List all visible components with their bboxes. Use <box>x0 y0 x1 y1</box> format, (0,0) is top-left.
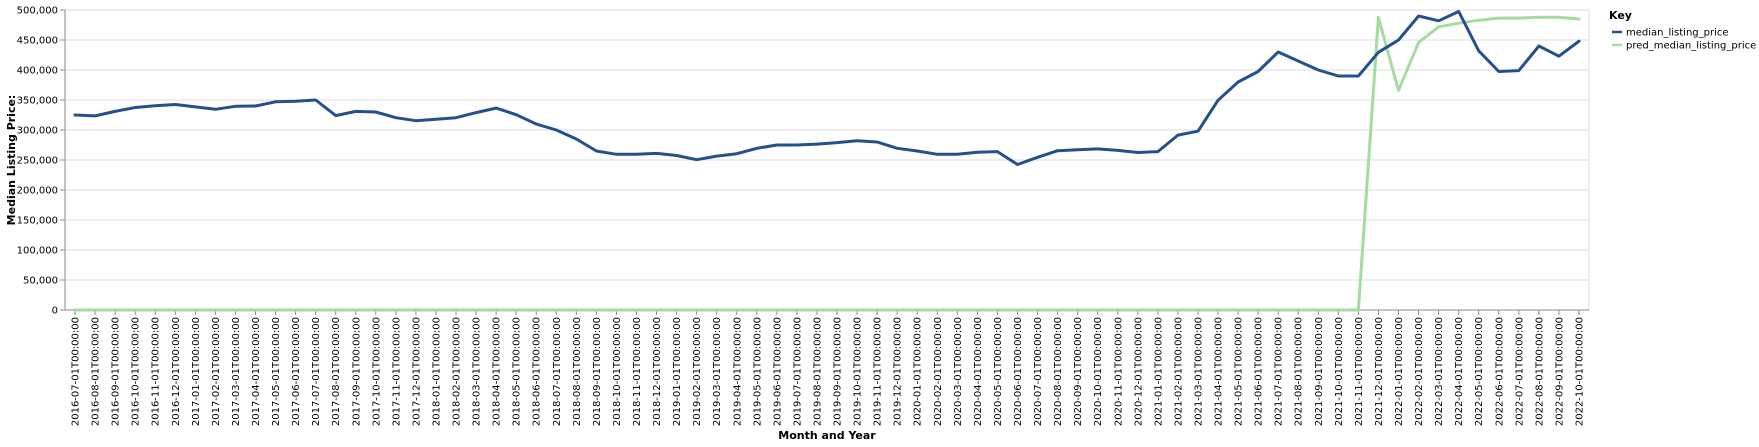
x-tick-label: 2019-06-01T00:00:00 <box>772 317 783 426</box>
x-tick-label: 2017-12-01T00:00:00 <box>411 317 422 426</box>
x-tick-label: 2020-07-01T00:00:00 <box>1033 317 1044 426</box>
x-tick-label: 2022-03-01T00:00:00 <box>1434 317 1445 426</box>
y-tick-label: 50,000 <box>23 276 58 287</box>
x-tick-label: 2017-09-01T00:00:00 <box>351 317 362 426</box>
x-tick-label: 2018-03-01T00:00:00 <box>472 317 483 426</box>
x-tick-label: 2021-04-01T00:00:00 <box>1214 317 1225 426</box>
x-tick-label: 2020-03-01T00:00:00 <box>953 317 964 426</box>
x-tick-label: 2020-12-01T00:00:00 <box>1133 317 1144 426</box>
x-tick-label: 2019-05-01T00:00:00 <box>752 317 763 426</box>
x-tick-label: 2018-05-01T00:00:00 <box>512 317 523 426</box>
x-tick-label: 2022-07-01T00:00:00 <box>1514 317 1525 426</box>
x-tick-label: 2022-02-01T00:00:00 <box>1414 317 1425 426</box>
y-tick-label: 500,000 <box>17 6 58 17</box>
x-tick-label: 2018-12-01T00:00:00 <box>652 317 663 426</box>
x-tick-label: 2017-03-01T00:00:00 <box>231 317 242 426</box>
x-tick-label: 2018-01-01T00:00:00 <box>431 317 442 426</box>
x-tick-label: 2019-12-01T00:00:00 <box>893 317 904 426</box>
x-tick-label: 2022-01-01T00:00:00 <box>1394 317 1405 426</box>
x-tick-label: 2019-09-01T00:00:00 <box>833 317 844 426</box>
x-tick-label: 2017-08-01T00:00:00 <box>331 317 342 426</box>
legend: Key median_listing_price pred_median_list… <box>1609 9 1756 52</box>
y-axis: 0 50,000 100,000 150,000 200,000 250,000 300,0… <box>17 6 66 317</box>
x-tick-label: 2020-11-01T00:00:00 <box>1113 317 1124 426</box>
x-tick-label: 2017-04-01T00:00:00 <box>251 317 262 426</box>
x-tick-label: 2016-10-01T00:00:00 <box>131 317 142 426</box>
x-tick-label: 2019-07-01T00:00:00 <box>792 317 803 426</box>
x-tick-label: 2016-09-01T00:00:00 <box>111 317 122 426</box>
x-tick-label: 2018-02-01T00:00:00 <box>452 317 463 426</box>
x-tick-label: 2018-10-01T00:00:00 <box>612 317 623 426</box>
x-tick-label: 2016-08-01T00:00:00 <box>91 317 102 426</box>
x-tick-label: 2020-02-01T00:00:00 <box>933 317 944 426</box>
x-tick-label: 2021-12-01T00:00:00 <box>1374 317 1385 426</box>
x-tick-label: 2020-10-01T00:00:00 <box>1093 317 1104 426</box>
x-tick-label: 2020-01-01T00:00:00 <box>913 317 924 426</box>
x-tick-label: 2019-03-01T00:00:00 <box>712 317 723 426</box>
x-tick-label: 2020-09-01T00:00:00 <box>1073 317 1084 426</box>
x-tick-label: 2022-05-01T00:00:00 <box>1474 317 1485 426</box>
x-tick-label: 2021-11-01T00:00:00 <box>1354 317 1365 426</box>
legend-title: Key <box>1609 9 1632 22</box>
x-tick-label: 2021-10-01T00:00:00 <box>1334 317 1345 426</box>
x-tick-label: 2018-07-01T00:00:00 <box>552 317 563 426</box>
x-tick-label: 2019-10-01T00:00:00 <box>853 317 864 426</box>
x-tick-label: 2017-06-01T00:00:00 <box>291 317 302 426</box>
x-tick-label: 2019-08-01T00:00:00 <box>812 317 823 426</box>
x-tick-label: 2017-07-01T00:00:00 <box>311 317 322 426</box>
x-tick-label: 2021-03-01T00:00:00 <box>1193 317 1204 426</box>
x-tick-label: 2021-09-01T00:00:00 <box>1314 317 1325 426</box>
x-tick-label: 2022-04-01T00:00:00 <box>1454 317 1465 426</box>
x-tick-label: 2019-11-01T00:00:00 <box>873 317 884 426</box>
x-tick-label: 2018-04-01T00:00:00 <box>492 317 503 426</box>
x-tick-label: 2021-05-01T00:00:00 <box>1234 317 1245 426</box>
x-tick-label: 2019-01-01T00:00:00 <box>672 317 683 426</box>
x-tick-label: 2018-09-01T00:00:00 <box>592 317 603 426</box>
x-tick-label: 2021-08-01T00:00:00 <box>1294 317 1305 426</box>
x-tick-label: 2020-04-01T00:00:00 <box>973 317 984 426</box>
x-tick-label: 2021-07-01T00:00:00 <box>1274 317 1285 426</box>
x-tick-label: 2021-01-01T00:00:00 <box>1153 317 1164 426</box>
x-tick-label: 2020-05-01T00:00:00 <box>993 317 1004 426</box>
y-tick-label: 150,000 <box>17 216 58 227</box>
series-layer <box>73 10 1581 312</box>
x-tick-label: 2016-11-01T00:00:00 <box>151 317 162 426</box>
y-tick-label: 350,000 <box>17 96 58 107</box>
x-tick-label: 2021-06-01T00:00:00 <box>1254 317 1265 426</box>
x-tick-label: 2020-06-01T00:00:00 <box>1013 317 1024 426</box>
x-tick-label: 2016-12-01T00:00:00 <box>171 317 182 426</box>
y-tick-label: 100,000 <box>17 246 58 257</box>
x-tick-label: 2022-08-01T00:00:00 <box>1534 317 1545 426</box>
y-tick-label: 450,000 <box>17 36 58 47</box>
x-tick-label: 2017-02-01T00:00:00 <box>211 317 222 426</box>
legend-label: pred_median_listing_price <box>1626 41 1756 52</box>
x-tick-label: 2019-04-01T00:00:00 <box>732 317 743 426</box>
x-tick-label: 2017-05-01T00:00:00 <box>271 317 282 426</box>
y-tick-label: 0 <box>52 306 58 317</box>
x-tick-label: 2018-11-01T00:00:00 <box>632 317 643 426</box>
x-tick-label: 2020-08-01T00:00:00 <box>1053 317 1064 426</box>
x-tick-label: 2022-09-01T00:00:00 <box>1554 317 1565 426</box>
x-tick-label: 2018-08-01T00:00:00 <box>572 317 583 426</box>
y-tick-label: 400,000 <box>17 66 58 77</box>
y-tick-label: 300,000 <box>17 126 58 137</box>
x-tick-label: 2016-07-01T00:00:00 <box>71 317 82 426</box>
x-tick-label: 2017-10-01T00:00:00 <box>371 317 382 426</box>
series-line-median-listing-price <box>73 10 1581 166</box>
series-line-pred-median-listing-price <box>73 15 1581 312</box>
x-tick-label: 2022-10-01T00:00:00 <box>1574 317 1585 426</box>
x-tick-label: 2021-02-01T00:00:00 <box>1173 317 1184 426</box>
y-tick-label: 200,000 <box>17 186 58 197</box>
legend-label: median_listing_price <box>1626 28 1729 39</box>
x-tick-label: 2019-02-01T00:00:00 <box>692 317 703 426</box>
x-tick-label: 2022-06-01T00:00:00 <box>1494 317 1505 426</box>
x-tick-label: 2017-11-01T00:00:00 <box>391 317 402 426</box>
y-axis-title: Median Listing Price: <box>5 95 18 226</box>
x-tick-label: 2018-06-01T00:00:00 <box>532 317 543 426</box>
x-axis: 2016-07-01T00:00:00 2016-08-01T00:00:00 20… <box>65 309 1589 426</box>
x-tick-label: 2017-01-01T00:00:00 <box>191 317 202 426</box>
y-tick-label: 250,000 <box>17 156 58 167</box>
x-axis-title: Month and Year <box>778 429 876 442</box>
